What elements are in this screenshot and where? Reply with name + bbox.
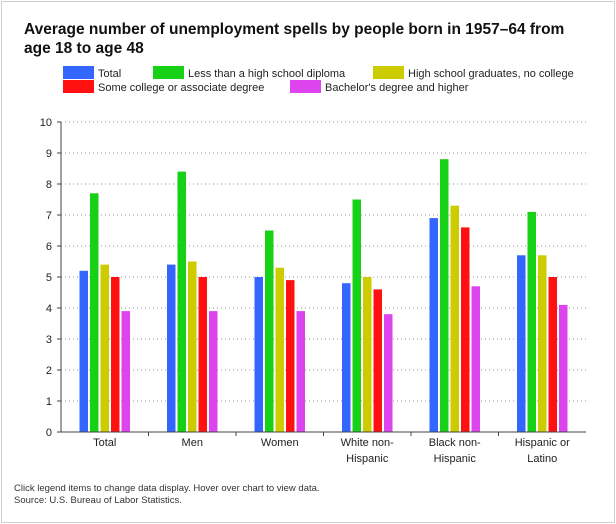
footer-source: Source: U.S. Bureau of Labor Statistics. xyxy=(14,495,182,506)
bar[interactable]: Less than a high school diploma: 7.1 xyxy=(527,211,537,432)
x-tick-label: Black non- xyxy=(429,437,481,449)
x-tick-label: Hispanic or xyxy=(515,437,570,449)
y-tick-label: 7 xyxy=(46,210,52,222)
legend-item-some-college[interactable]: Some college or associate degree xyxy=(63,80,264,94)
y-tick-label: 2 xyxy=(46,365,52,377)
gridlines xyxy=(61,121,586,402)
legend-swatch xyxy=(63,66,94,79)
x-tick-label: Men xyxy=(182,437,203,449)
bar[interactable]: High school graduates, no college: 5.7 xyxy=(538,255,547,432)
axes xyxy=(60,122,586,436)
bar[interactable]: Some college or associate degree: 5 xyxy=(548,277,558,432)
bar[interactable]: Total: 5 xyxy=(254,277,264,432)
legend-label: Some college or associate degree xyxy=(98,82,265,94)
bar[interactable]: Total: 5.4 xyxy=(167,264,176,432)
bar[interactable]: Less than a high school diploma: 8.4 xyxy=(177,171,187,432)
legend-swatch xyxy=(63,80,94,93)
legend-item-total[interactable]: Total xyxy=(63,66,121,80)
y-tick-label: 6 xyxy=(46,241,52,253)
bar[interactable]: High school graduates, no college: 5.4 xyxy=(100,264,110,432)
bar[interactable]: High school graduates, no college: 5.5 xyxy=(188,261,197,433)
footer: Click legend items to change data displa… xyxy=(14,483,320,507)
y-tick-label: 8 xyxy=(46,179,52,191)
bar[interactable]: Bachelor's degree and higher: 3.9 xyxy=(296,311,306,432)
bar[interactable]: Total: 5.7 xyxy=(517,255,526,432)
legend-swatch xyxy=(373,66,404,79)
legend-item-high-school-graduates[interactable]: High school graduates, no college xyxy=(373,66,574,80)
bar[interactable]: Total: 5.2 xyxy=(79,270,89,432)
bar[interactable]: Some college or associate degree: 5 xyxy=(111,277,120,432)
y-tick-label: 5 xyxy=(46,272,52,284)
x-tick-label: White non- xyxy=(341,437,395,449)
legend-label: Total xyxy=(98,68,122,80)
y-tick-label: 9 xyxy=(46,148,52,160)
x-tick-label: Latino xyxy=(527,453,557,465)
bar[interactable]: Some college or associate degree: 6.6 xyxy=(461,227,470,432)
y-tick-label: 1 xyxy=(46,396,52,408)
bar[interactable]: Some college or associate degree: 4.6 xyxy=(373,289,383,432)
legend-label: High school graduates, no college xyxy=(408,68,574,80)
y-tick-label: 4 xyxy=(46,303,52,315)
bar[interactable]: High school graduates, no college: 5.3 xyxy=(275,267,285,432)
chart-title: Average number of unemployment spells by… xyxy=(24,21,565,57)
bar[interactable]: Total: 6.9 xyxy=(429,218,439,432)
bar[interactable]: Less than a high school diploma: 7.7 xyxy=(90,193,99,432)
bar[interactable]: Bachelor's degree and higher: 3.9 xyxy=(209,311,218,432)
y-axis-ticks: 0 1 2 3 4 5 6 7 8 9 10 xyxy=(40,117,61,439)
y-tick-label: 3 xyxy=(46,334,52,346)
bar[interactable]: Total: 4.8 xyxy=(342,283,351,432)
y-tick-label: 10 xyxy=(40,117,52,129)
bar[interactable]: Less than a high school diploma: 6.5 xyxy=(265,230,274,433)
legend-swatch xyxy=(153,66,184,79)
legend-item-less-than-high-school[interactable]: Less than a high school diploma xyxy=(153,66,345,80)
legend-label: Bachelor's degree and higher xyxy=(325,82,469,94)
bar[interactable]: Less than a high school diploma: 7.5 xyxy=(352,199,362,433)
bar[interactable]: Bachelor's degree and higher: 3.9 xyxy=(121,311,131,432)
y-tick-label: 0 xyxy=(46,427,52,439)
legend-item-bachelors[interactable]: Bachelor's degree and higher xyxy=(290,80,468,94)
bar[interactable]: Some college or associate degree: 5 xyxy=(198,277,208,432)
footer-note: Click legend items to change data displa… xyxy=(14,483,320,494)
x-tick-label: Total xyxy=(93,437,116,449)
bar[interactable]: Bachelor's degree and higher: 4.7 xyxy=(471,286,481,432)
bar[interactable]: High school graduates, no college: 7.3 xyxy=(450,205,460,432)
x-axis-labels: Total Men Women White non- Hispanic Black non… xyxy=(93,437,570,465)
legend-swatch xyxy=(290,80,321,93)
bars: Total: 5.2Less than a high school diplom… xyxy=(79,159,568,433)
bar[interactable]: Bachelor's degree and higher: 4.1 xyxy=(559,304,568,432)
bar[interactable]: Some college or associate degree: 4.9 xyxy=(286,280,295,432)
legend-label: Less than a high school diploma xyxy=(188,68,346,80)
x-tick-label: Hispanic xyxy=(434,453,477,465)
bar[interactable]: Bachelor's degree and higher: 3.8 xyxy=(384,314,393,432)
x-tick-label: Women xyxy=(261,437,299,449)
bar[interactable]: Less than a high school diploma: 8.8 xyxy=(440,159,449,432)
bar[interactable]: High school graduates, no college: 5 xyxy=(363,277,372,432)
x-tick-label: Hispanic xyxy=(346,453,389,465)
